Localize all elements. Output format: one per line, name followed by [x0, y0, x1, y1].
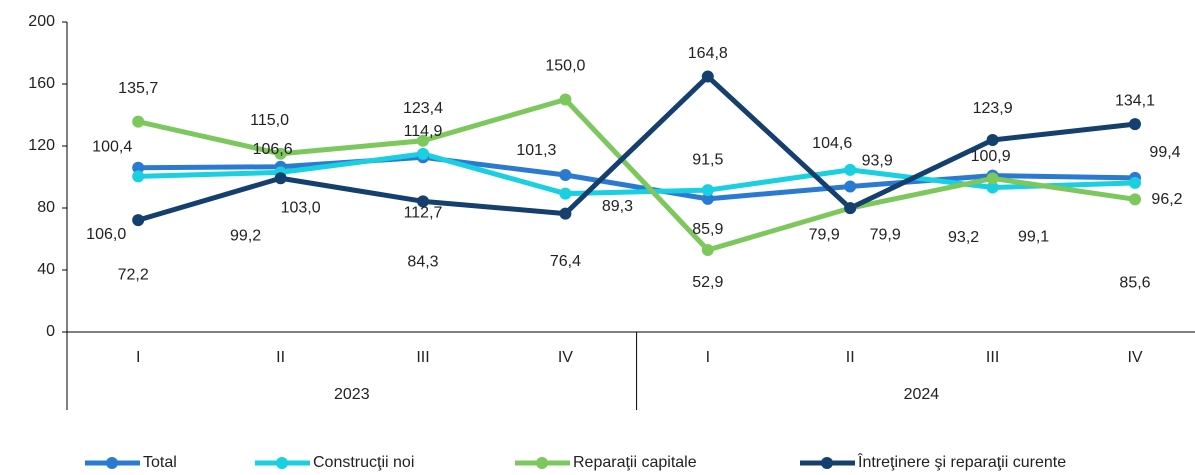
x-tick-label: I — [136, 349, 140, 366]
point — [1129, 193, 1141, 206]
data-label: 114,9 — [404, 123, 443, 140]
point — [701, 192, 714, 205]
point — [701, 244, 714, 257]
point — [844, 163, 857, 176]
data-label: 79,9 — [809, 226, 840, 243]
data-label: 100,9 — [971, 148, 1011, 165]
data-label: 164,8 — [688, 45, 728, 62]
point — [132, 115, 145, 128]
point — [701, 184, 714, 197]
x-tick-label: III — [986, 349, 999, 366]
data-label: 135,7 — [118, 80, 158, 97]
legend-label: Reparaţii capitale — [573, 454, 697, 471]
point — [417, 195, 429, 208]
data-label: 112,7 — [404, 205, 443, 222]
point — [986, 133, 999, 146]
point — [417, 134, 429, 147]
point — [132, 214, 145, 227]
data-label: 123,4 — [403, 100, 443, 117]
point — [844, 180, 857, 193]
data-label: 106,6 — [253, 141, 293, 158]
data-label: 104,6 — [812, 135, 852, 152]
point — [701, 70, 714, 83]
data-label: 93,2 — [948, 229, 979, 246]
data-label: 79,9 — [870, 226, 901, 243]
y-tick-label: 160 — [28, 75, 55, 92]
data-label: 85,6 — [1119, 275, 1150, 292]
legend-marker — [106, 457, 118, 469]
point — [132, 170, 145, 183]
data-label: 52,9 — [692, 274, 723, 291]
legend-label: Întreţinere şi reparaţii curente — [857, 452, 1066, 471]
point — [1129, 176, 1141, 189]
y-tick-label: 200 — [28, 13, 55, 30]
point — [559, 207, 572, 220]
series-line — [138, 154, 1136, 202]
data-label: 99,4 — [1149, 144, 1180, 161]
legend-marker — [536, 457, 548, 469]
data-label: 85,9 — [692, 221, 723, 238]
data-label: 99,2 — [230, 227, 261, 244]
series-line — [137, 74, 1136, 223]
x-tick-label: I — [706, 349, 710, 366]
x-tick-label: II — [276, 349, 285, 366]
data-label: 91,5 — [692, 151, 723, 168]
data-label: 76,4 — [550, 253, 581, 270]
data-label: 93,9 — [862, 153, 893, 170]
x-tick-label: IV — [1127, 349, 1142, 366]
point — [274, 172, 287, 185]
x-tick-label: III — [416, 349, 429, 366]
data-label: 99,1 — [1018, 229, 1049, 246]
data-label: 123,9 — [973, 100, 1013, 117]
point — [559, 93, 572, 106]
data-label: 103,0 — [281, 200, 321, 217]
group-label: 2024 — [904, 386, 940, 403]
point — [559, 168, 572, 181]
y-tick-label: 40 — [37, 261, 55, 278]
point — [417, 147, 429, 160]
x-tick-label: II — [846, 349, 855, 366]
point — [986, 172, 999, 185]
y-tick-label: 0 — [46, 323, 55, 340]
series-line — [137, 97, 1136, 253]
data-label: 106,0 — [86, 226, 126, 243]
data-label: 115,0 — [250, 112, 289, 129]
data-label: 150,0 — [545, 58, 585, 75]
point — [1129, 118, 1141, 131]
legend-marker — [821, 457, 833, 469]
data-label: 72,2 — [118, 266, 149, 283]
legend-marker — [276, 457, 288, 469]
point — [274, 147, 287, 160]
data-label: 89,3 — [602, 198, 633, 215]
data-label: 96,2 — [1151, 191, 1182, 208]
point — [844, 202, 857, 215]
group-label: 2023 — [334, 386, 370, 403]
y-tick-label: 120 — [28, 137, 55, 154]
legend-label: Construcţii noi — [313, 454, 414, 471]
point — [559, 187, 572, 200]
data-label: 100,4 — [92, 139, 132, 156]
point — [132, 161, 145, 174]
data-label: 84,3 — [407, 254, 438, 271]
point — [986, 181, 999, 194]
data-label: 134,1 — [1115, 92, 1155, 109]
x-tick-label: IV — [558, 349, 573, 366]
y-tick-label: 80 — [37, 199, 55, 216]
legend-label: Total — [143, 454, 177, 471]
data-label: 101,3 — [516, 142, 556, 159]
